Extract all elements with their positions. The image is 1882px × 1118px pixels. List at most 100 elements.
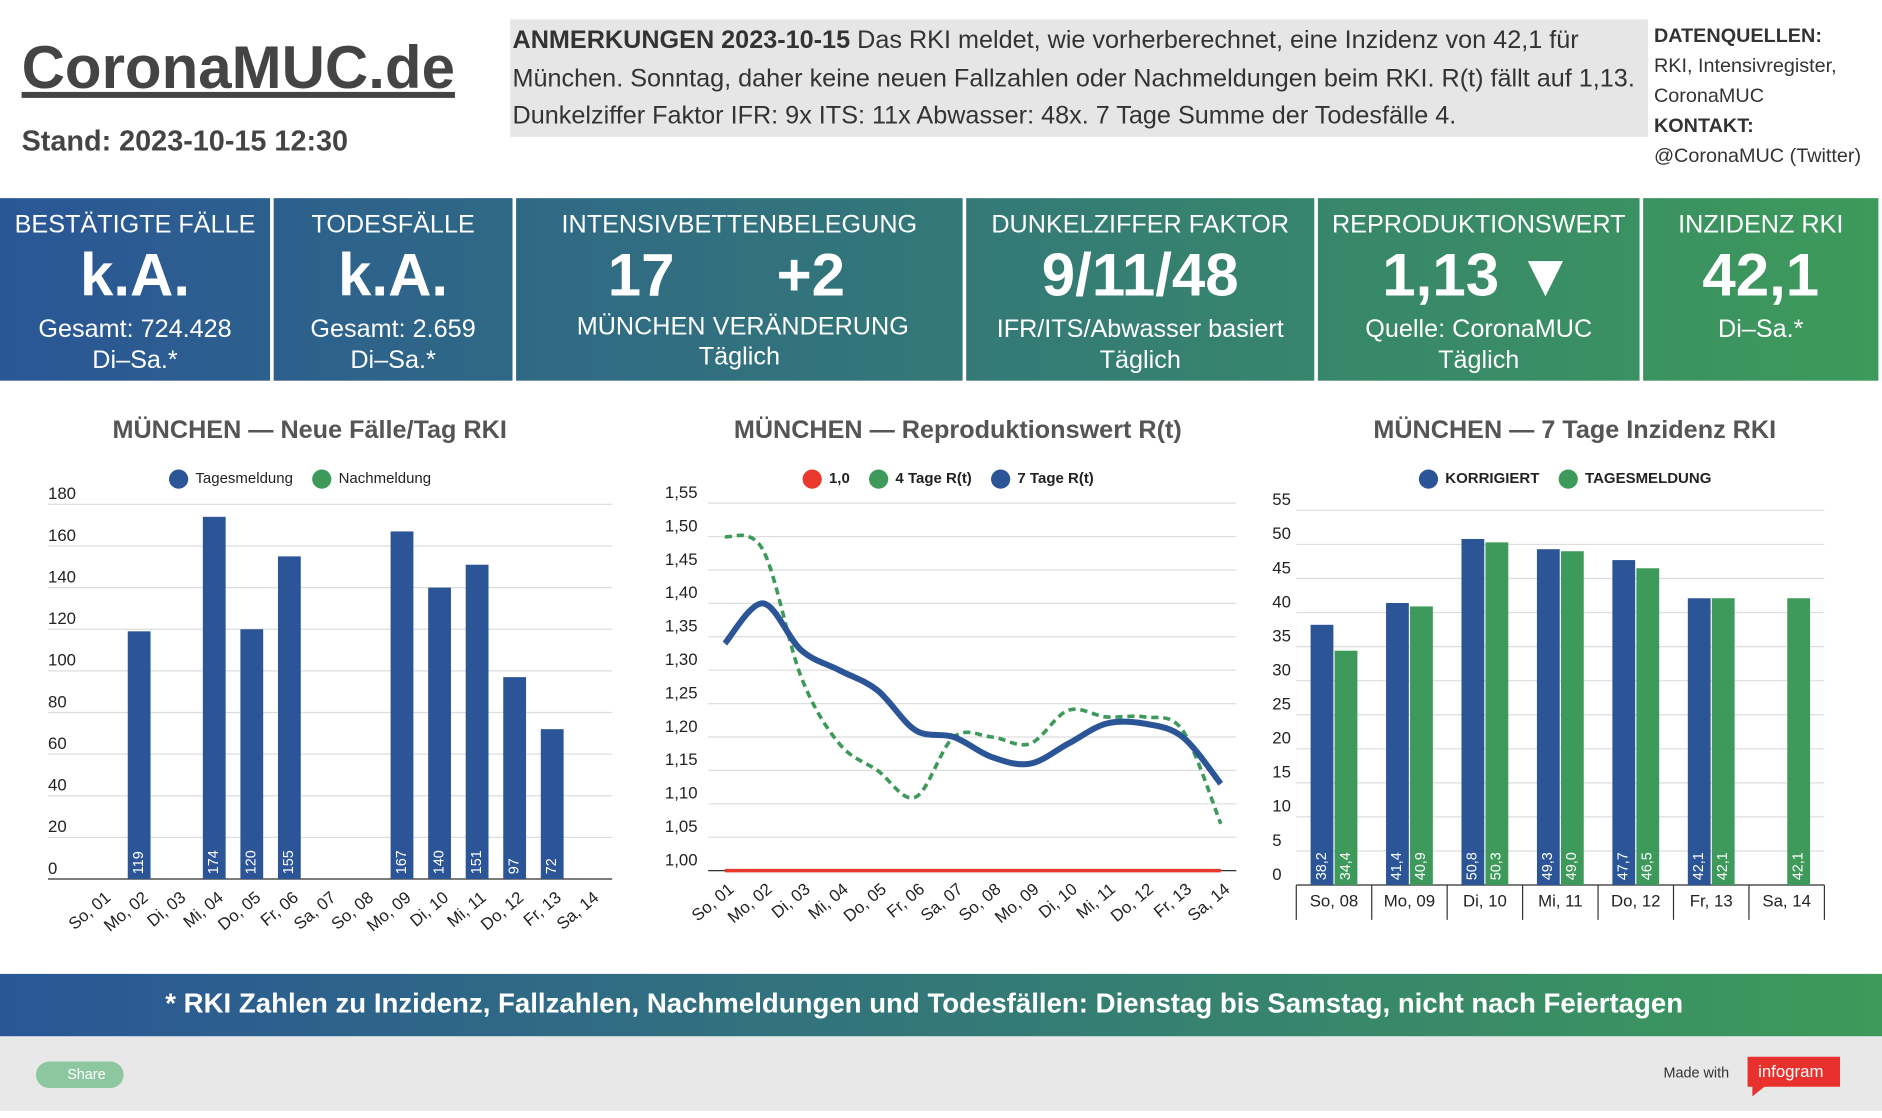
tile-line: Täglich: [1438, 346, 1519, 374]
bar: [503, 677, 527, 880]
x-tick-label: Di, 03: [768, 879, 814, 922]
bar: [277, 556, 301, 880]
notes-text: Das RKI meldet, wie vorherberechnet, ein…: [512, 26, 1635, 130]
x-tick-label: Sa, 07: [917, 879, 966, 925]
bar: [428, 587, 451, 880]
footer-note: * RKI Zahlen zu Inzidenz, Fallzahlen, Na…: [165, 987, 1683, 1018]
tile-line: IFR/ITS/Abwasser basiert: [997, 315, 1284, 343]
y-tick-label: 1,20: [665, 717, 698, 736]
y-tick-label: 80: [48, 692, 67, 711]
stand: Stand: 2023-10-15 12:30: [22, 126, 348, 158]
bar-value-label: 167: [394, 850, 410, 874]
contact-text[interactable]: @CoronaMUC (Twitter): [1653, 145, 1862, 167]
bar: [390, 531, 414, 880]
x-tick-label: Mi, 11: [1538, 891, 1582, 910]
bar-value-label: 46,5: [1640, 852, 1656, 880]
legend-swatch: [169, 469, 189, 489]
y-tick-label: 1,15: [665, 750, 698, 769]
y-tick-label: 140: [48, 567, 76, 586]
legend-label: 4 Tage R(t): [895, 470, 971, 487]
bar: [127, 631, 151, 880]
bar: [540, 729, 564, 880]
bar-value-label: 50,8: [1465, 852, 1481, 880]
legend-item: 7 Tage R(t): [991, 469, 1094, 489]
y-tick-label: 1,30: [665, 650, 698, 669]
tile-line: Gesamt: 2.659: [310, 315, 475, 343]
bar: [1485, 542, 1509, 886]
y-tick-label: 40: [48, 776, 67, 795]
bar-value-label: 49,3: [1540, 852, 1556, 880]
bar-value-label: 41,4: [1389, 852, 1405, 880]
y-tick-label: 20: [48, 817, 67, 836]
chart-title: MÜNCHEN — Neue Fälle/Tag RKI: [112, 415, 506, 444]
legend-label: KORRIGIERT: [1445, 470, 1539, 487]
legend-item: KORRIGIERT: [1418, 469, 1539, 489]
bar-value-label: 155: [281, 850, 297, 874]
brand-badge[interactable]: [1747, 1056, 1840, 1097]
x-tick-label: Sa, 14: [1762, 891, 1811, 910]
bar-value-label: 42,1: [1715, 852, 1731, 880]
bar-value-label: 34,4: [1338, 852, 1354, 880]
tile-value: 9/11/48: [1042, 242, 1239, 309]
y-tick-label: 10: [1272, 797, 1291, 816]
y-tick-label: 55: [1272, 490, 1291, 509]
y-tick-label: 120: [48, 609, 76, 628]
footer-band: [0, 973, 1882, 1037]
share-label[interactable]: Share: [67, 1067, 105, 1083]
y-tick-label: 45: [1272, 558, 1291, 577]
y-tick-label: 50: [1272, 524, 1291, 543]
tile-line: Täglich: [699, 343, 780, 371]
y-tick-label: 100: [48, 651, 76, 670]
share-button[interactable]: [36, 1061, 124, 1088]
tile-value: k.A.: [338, 242, 448, 309]
bar-value-label: 42,1: [1790, 852, 1806, 880]
bar-value-label: 50,3: [1489, 852, 1505, 880]
tile-heading: REPRODUKTIONSWERT: [1332, 210, 1626, 238]
y-tick-label: 0: [48, 859, 57, 878]
bottom-bar: [0, 1036, 1882, 1111]
tile-line: Täglich: [1100, 346, 1181, 374]
legend-label: Nachmeldung: [339, 470, 432, 487]
legend-label: 7 Tage R(t): [1017, 470, 1093, 487]
bar: [1536, 549, 1560, 886]
bar: [202, 516, 226, 880]
y-tick-label: 0: [1272, 865, 1281, 884]
x-tick-label: Do, 12: [1107, 879, 1157, 925]
bar-value-label: 120: [244, 850, 260, 874]
y-tick-label: 30: [1272, 660, 1291, 679]
sources-heading: DATENQUELLEN:: [1653, 25, 1822, 47]
tile-heading: INTENSIVBETTENBELEGUNG: [562, 210, 918, 238]
y-tick-label: 160: [48, 526, 76, 545]
tile-heading: TODESFÄLLE: [311, 210, 474, 238]
site-title[interactable]: CoronaMUC.de: [22, 34, 455, 101]
brand[interactable]: infogram: [1758, 1062, 1823, 1081]
bar: [1334, 650, 1358, 886]
tile-line: Quelle: CoronaMUC: [1365, 315, 1592, 343]
bar-value-label: 140: [431, 850, 447, 874]
x-tick-label: Do, 12: [1611, 891, 1660, 910]
x-tick-label: Mo, 09: [1384, 891, 1435, 910]
bar: [1386, 603, 1409, 886]
x-tick-label: Sa, 14: [553, 888, 602, 934]
bar: [465, 564, 489, 880]
bar: [1711, 598, 1735, 886]
tile: [0, 198, 271, 381]
series-line: [722, 600, 1224, 786]
x-tick-label: Sa, 14: [1184, 879, 1233, 925]
sources-text: RKI, Intensivregister, CoronaMUC: [1653, 55, 1837, 107]
tile-value: 1,13 ▼: [1382, 242, 1575, 309]
legend-item: Nachmeldung: [312, 469, 432, 489]
legend-swatch: [312, 469, 332, 489]
y-tick-label: 15: [1272, 763, 1291, 782]
legend-item: TAGESMELDUNG: [1558, 469, 1711, 489]
chart-title: MÜNCHEN — Reproduktionswert R(t): [734, 415, 1182, 444]
x-tick-label: So, 08: [1310, 891, 1359, 910]
x-tick-label: Sa, 07: [290, 888, 339, 934]
tile-value: 17: [608, 242, 675, 309]
bar: [1461, 538, 1485, 886]
legend-item: 1,0: [802, 469, 850, 489]
x-tick-label: Di, 03: [143, 888, 189, 931]
y-tick-label: 1,10: [665, 784, 698, 803]
y-tick-label: 180: [48, 484, 76, 503]
tile-sublabel: MÜNCHEN: [577, 312, 706, 340]
